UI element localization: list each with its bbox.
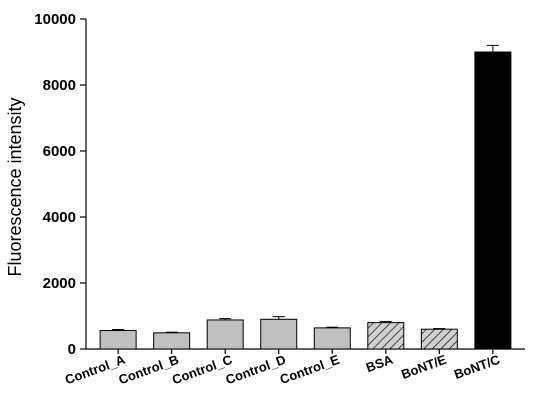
y-axis-title: Fluorescence intensity (5, 97, 25, 276)
bar (313, 327, 351, 350)
x-tick-label: Control_D (224, 352, 288, 388)
bar (260, 318, 298, 350)
bar (474, 51, 512, 350)
y-tick-label: 6000 (43, 143, 76, 160)
bar (206, 319, 244, 350)
y-tick-label: 4000 (43, 209, 76, 226)
y-tick-label: 10000 (34, 11, 76, 28)
x-tick-label: BoNT/C (452, 352, 502, 383)
bar (367, 322, 405, 350)
y-tick-label: 8000 (43, 77, 76, 94)
bar (99, 330, 137, 350)
x-tick-label: Control_B (117, 352, 181, 388)
x-tick-label: Control_C (170, 352, 235, 388)
x-tick-label: BSA (364, 352, 395, 376)
bar (420, 328, 458, 350)
bar (153, 332, 191, 350)
x-tick-label: BoNT/E (399, 352, 449, 382)
x-tick-label: Control_E (278, 352, 342, 387)
y-tick-label: 2000 (43, 275, 76, 292)
plot-area: 0200040006000800010000Control_AControl_B… (34, 11, 525, 387)
y-tick-label: 0 (68, 341, 76, 358)
